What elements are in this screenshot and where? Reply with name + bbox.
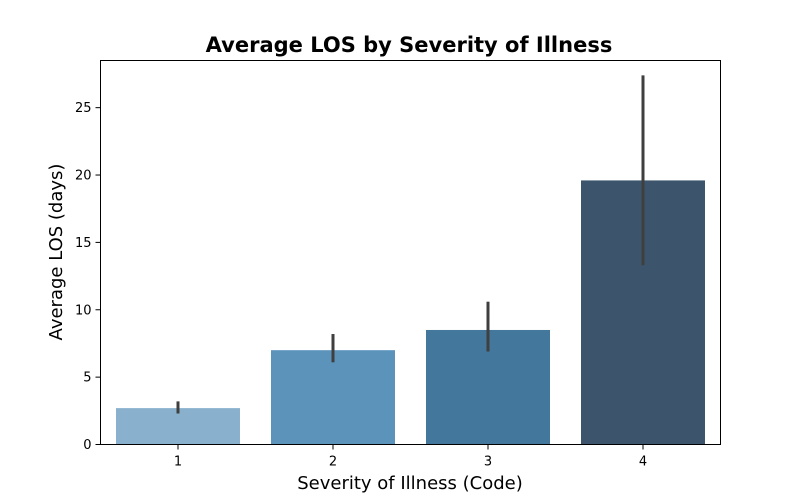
y-tick-label: 15: [75, 236, 92, 251]
y-tick-label: 20: [75, 169, 92, 184]
x-tick-label: 3: [484, 455, 492, 470]
x-tick-label: 2: [329, 455, 337, 470]
y-tick-label: 25: [75, 101, 92, 116]
bars: [116, 180, 705, 445]
y-tick-label: 5: [83, 371, 91, 386]
bar-2: [271, 350, 395, 445]
y-axis-label: Average LOS (days): [46, 164, 67, 341]
plot-frame: [100, 60, 721, 445]
x-tick-label: 1: [174, 455, 182, 470]
bar-1: [116, 408, 240, 445]
error-bars: [176, 75, 645, 414]
y-axis: 0 5 10 15 20 25: [75, 101, 101, 453]
y-tick-label: 10: [75, 303, 92, 318]
x-axis-label: Severity of Illness (Code): [297, 473, 523, 494]
y-tick-label: 0: [83, 438, 91, 453]
x-axis: 1 2 3 4: [174, 444, 647, 470]
chart-title: Average LOS by Severity of Illness: [206, 33, 613, 57]
x-tick-label: 4: [639, 455, 647, 470]
